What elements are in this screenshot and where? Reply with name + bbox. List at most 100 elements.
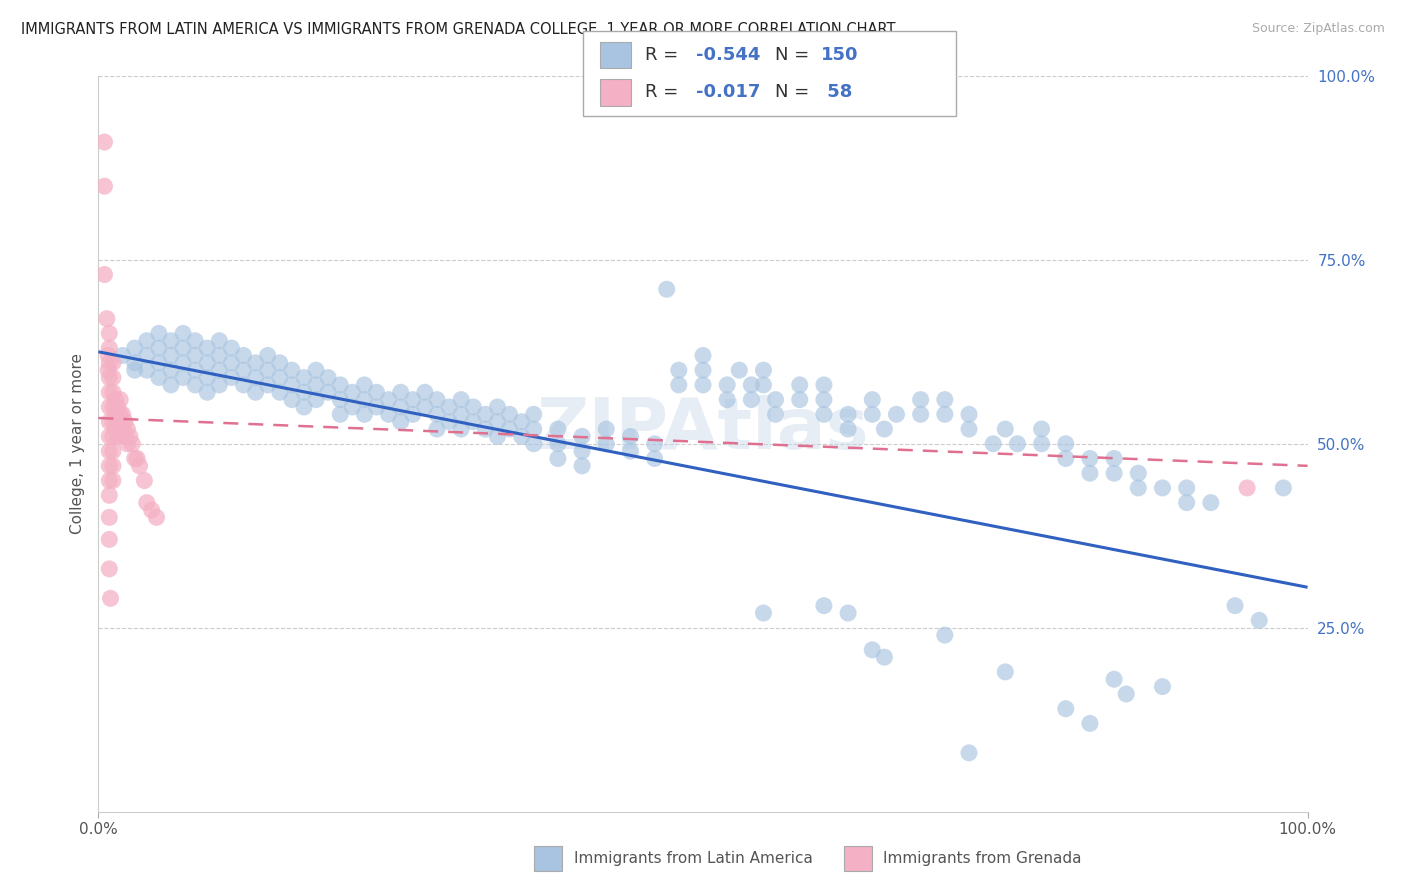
Point (353, 378, 375, 392)
Point (1152, 481, 1174, 495)
Point (208, 334, 231, 348)
Point (111, 407, 134, 421)
Point (208, 348, 231, 362)
Point (813, 407, 835, 421)
Point (292, 370, 315, 384)
Point (860, 407, 883, 421)
Point (619, 444, 641, 458)
Text: Immigrants from Latin America: Immigrants from Latin America (574, 851, 813, 865)
Point (957, 746, 980, 760)
Point (595, 422, 617, 436)
Point (957, 407, 980, 421)
Point (98, 562, 121, 576)
Point (184, 348, 207, 362)
Point (148, 326, 170, 341)
Point (269, 370, 291, 384)
Point (692, 348, 714, 362)
Point (934, 392, 956, 407)
Point (160, 363, 183, 377)
Point (108, 392, 131, 407)
Point (789, 378, 811, 392)
Point (716, 392, 738, 407)
Point (329, 378, 352, 392)
Point (402, 392, 425, 407)
Point (172, 370, 194, 384)
Point (98, 458, 121, 473)
Point (281, 392, 304, 407)
Point (101, 458, 124, 473)
Point (426, 392, 449, 407)
Point (740, 392, 762, 407)
Point (353, 407, 375, 421)
Point (1102, 451, 1125, 466)
Text: R =: R = (645, 83, 685, 101)
Point (148, 370, 170, 384)
Point (413, 400, 436, 414)
Point (281, 363, 304, 377)
Point (124, 356, 146, 370)
Point (98, 488, 121, 502)
Point (957, 422, 980, 436)
Text: -0.017: -0.017 (696, 83, 761, 101)
Point (547, 451, 569, 466)
Point (104, 392, 127, 407)
Point (184, 378, 207, 392)
Point (100, 591, 122, 606)
Point (117, 422, 139, 436)
Point (510, 415, 533, 429)
Point (1115, 687, 1137, 701)
Point (245, 370, 267, 384)
Point (426, 407, 449, 421)
Point (305, 392, 328, 407)
Point (172, 356, 194, 370)
Point (389, 415, 412, 429)
Point (342, 385, 364, 400)
Point (437, 400, 460, 414)
Point (994, 665, 1017, 679)
Point (1054, 451, 1077, 466)
Point (644, 436, 666, 450)
Point (873, 650, 896, 665)
Point (668, 378, 690, 392)
Point (1007, 436, 1029, 450)
Point (329, 392, 352, 407)
Point (98, 341, 121, 355)
Point (98, 356, 121, 370)
Point (523, 422, 546, 436)
Text: ZIPAtlas: ZIPAtlas (537, 394, 869, 464)
Point (305, 378, 328, 392)
Point (124, 451, 146, 466)
Point (107, 415, 129, 429)
Point (145, 510, 167, 524)
Point (101, 385, 124, 400)
Point (813, 392, 835, 407)
Point (172, 326, 194, 341)
Point (184, 363, 207, 377)
Point (128, 458, 150, 473)
Point (1031, 422, 1053, 436)
Point (101, 444, 124, 458)
Point (101, 429, 124, 443)
Point (160, 348, 183, 362)
Point (124, 341, 146, 355)
Point (860, 392, 883, 407)
Point (1236, 481, 1258, 495)
Point (523, 407, 546, 421)
Point (195, 370, 218, 384)
Point (127, 451, 149, 466)
Point (1102, 466, 1125, 480)
Point (232, 348, 254, 362)
Point (413, 385, 436, 400)
Point (104, 422, 127, 436)
Point (740, 378, 762, 392)
Text: Source: ZipAtlas.com: Source: ZipAtlas.com (1251, 22, 1385, 36)
Point (716, 378, 738, 392)
Point (910, 392, 932, 407)
Point (837, 606, 859, 620)
Point (118, 429, 141, 443)
Text: N =: N = (775, 83, 814, 101)
Point (292, 385, 315, 400)
Point (752, 378, 775, 392)
Point (256, 348, 278, 362)
Point (789, 392, 811, 407)
